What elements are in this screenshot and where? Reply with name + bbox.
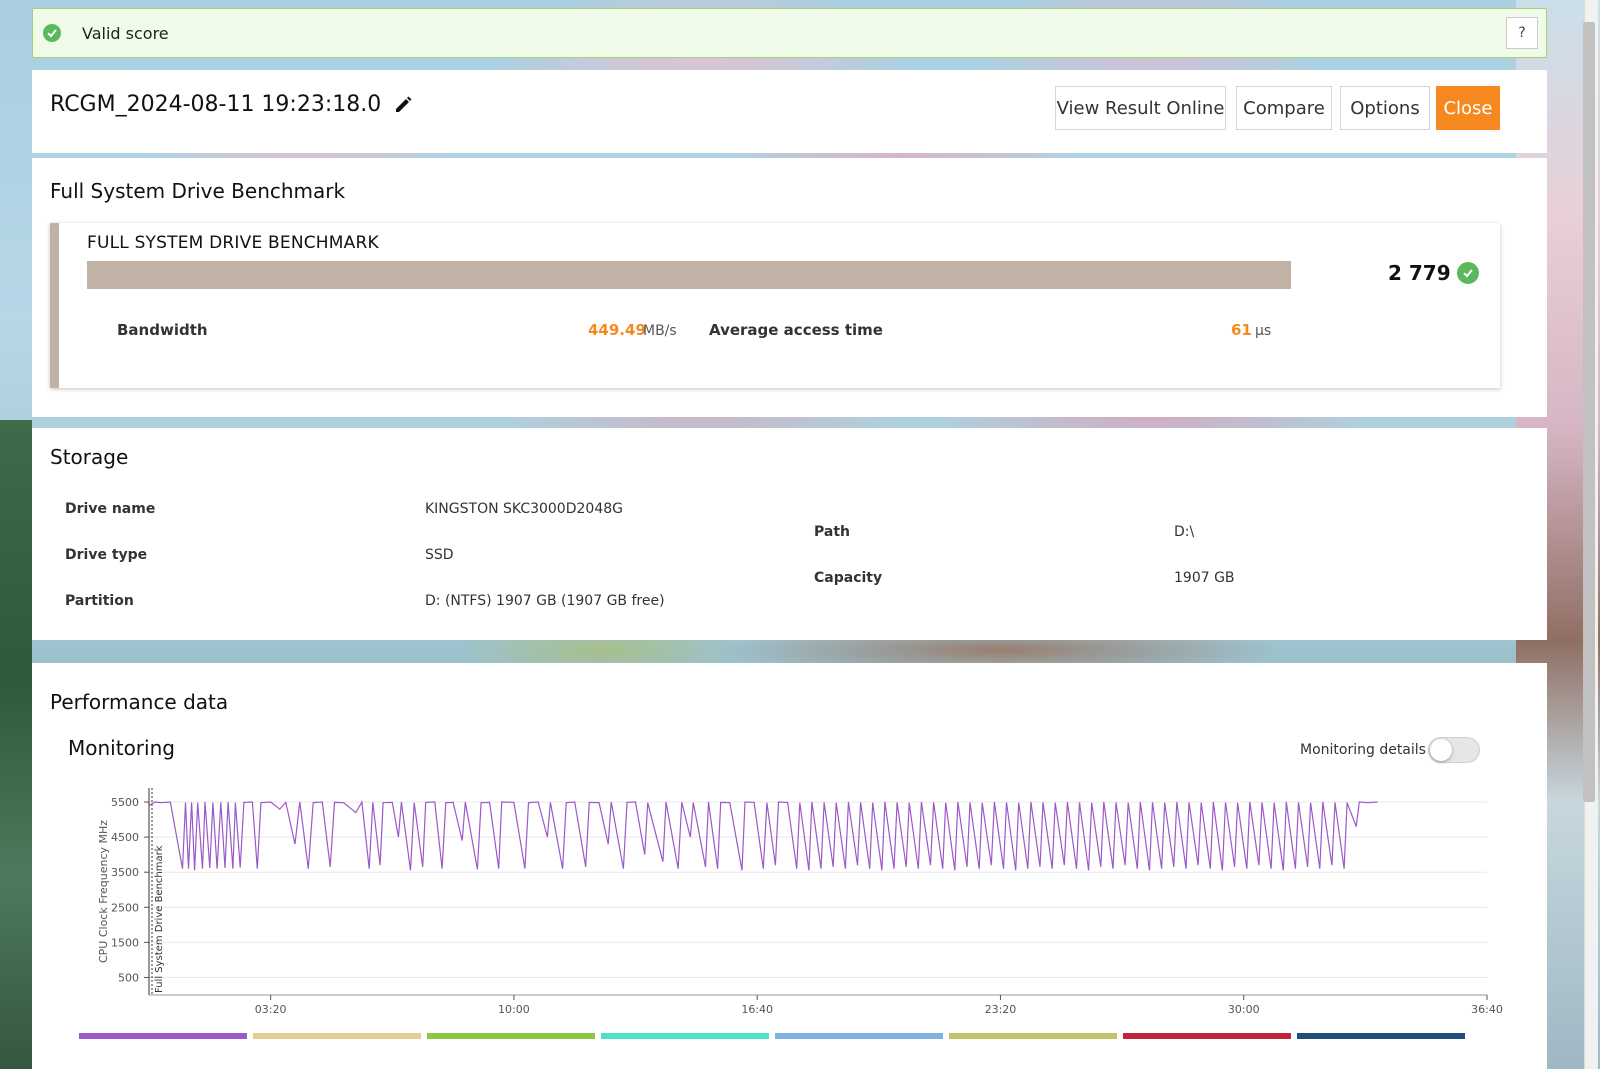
result-title: RCGM_2024-08-11 19:23:18.0 (50, 92, 382, 117)
x-tick-label: 30:00 (1228, 1003, 1260, 1016)
view-result-online-button[interactable]: View Result Online (1055, 86, 1226, 130)
y-tick-label: 1500 (111, 936, 139, 949)
legend-color-strip[interactable] (1297, 1033, 1465, 1039)
benchmark-card: FULL SYSTEM DRIVE BENCHMARK 2 779 Bandwi… (50, 223, 1500, 388)
legend-color-strip[interactable] (601, 1033, 769, 1039)
score-bar (87, 261, 1291, 289)
monitoring-chart: 500 1500 2500 3500 4500 5500 03:20 10:00 16:40 23… (97, 788, 1503, 1016)
access-time-label: Average access time (709, 321, 883, 339)
performance-panel: Performance data Monitoring Monitoring d… (32, 663, 1547, 1069)
legend-color-strip[interactable] (79, 1033, 247, 1039)
capacity-label: Capacity (814, 570, 883, 586)
monitoring-details-toggle[interactable] (1428, 737, 1480, 763)
monitoring-details-label: Monitoring details (1300, 742, 1426, 758)
legend-color-strip[interactable] (949, 1033, 1117, 1039)
benchmark-name: FULL SYSTEM DRIVE BENCHMARK (87, 233, 379, 253)
background-tree (0, 420, 32, 1069)
storage-title: Storage (50, 445, 129, 469)
drive-type-label: Drive type (65, 547, 148, 563)
drive-name-label: Drive name (65, 501, 156, 517)
legend-color-strip[interactable] (1123, 1033, 1291, 1039)
capacity-value: 1907 GB (1174, 570, 1235, 586)
y-tick-label: 3500 (111, 866, 139, 879)
compare-button[interactable]: Compare (1236, 86, 1332, 130)
legend-color-strip[interactable] (253, 1033, 421, 1039)
benchmark-panel: Full System Drive Benchmark FULL SYSTEM … (32, 158, 1547, 417)
edit-pencil-icon[interactable] (393, 95, 413, 115)
check-icon (43, 24, 61, 42)
valid-check-icon (1456, 262, 1479, 284)
path-value: D:\ (1174, 524, 1195, 540)
performance-title: Performance data (50, 690, 229, 714)
result-header: RCGM_2024-08-11 19:23:18.0 View Result O… (32, 70, 1547, 153)
y-axis-label: CPU Clock Frequency MHz (97, 820, 110, 963)
x-tick-label: 16:40 (741, 1003, 773, 1016)
y-tick-label: 500 (118, 971, 139, 984)
cpu-frequency-line (148, 800, 1378, 871)
x-tick-label: 10:00 (498, 1003, 530, 1016)
path-label: Path (814, 524, 850, 540)
scrollbar-thumb[interactable] (1583, 22, 1595, 802)
toggle-knob (1430, 739, 1452, 761)
x-tick-label: 23:20 (985, 1003, 1017, 1016)
access-time-value: 61 (1231, 321, 1252, 339)
access-time-unit: μs (1255, 323, 1272, 339)
x-tick-label: 03:20 (255, 1003, 287, 1016)
benchmark-score: 2 779 (1388, 261, 1451, 285)
bandwidth-label: Bandwidth (117, 321, 208, 339)
valid-score-banner: Valid score ? (32, 8, 1547, 58)
partition-value: D: (NTFS) 1907 GB (1907 GB free) (425, 593, 665, 609)
drive-type-value: SSD (425, 547, 454, 563)
help-button[interactable]: ? (1506, 17, 1538, 49)
valid-score-text: Valid score (82, 23, 169, 43)
benchmark-section-title: Full System Drive Benchmark (50, 179, 346, 203)
benchmark-marker-label: Full System Drive Benchmark (154, 845, 165, 993)
monitoring-title: Monitoring (68, 736, 175, 760)
y-tick-label: 2500 (111, 901, 139, 914)
options-button[interactable]: Options (1340, 86, 1430, 130)
y-tick-label: 4500 (111, 831, 139, 844)
bandwidth-unit: MB/s (643, 323, 677, 339)
page-scrollbar[interactable] (1583, 0, 1598, 1069)
legend-color-strip[interactable] (427, 1033, 595, 1039)
storage-panel: Storage Drive name KINGSTON SKC3000D2048… (32, 428, 1547, 640)
bandwidth-value: 449.49 (588, 321, 646, 339)
drive-name-value: KINGSTON SKC3000D2048G (425, 501, 623, 517)
x-tick-label: 36:40 (1471, 1003, 1503, 1016)
y-tick-label: 5500 (111, 796, 139, 809)
legend-color-strip[interactable] (775, 1033, 943, 1039)
partition-label: Partition (65, 593, 134, 609)
close-button[interactable]: Close (1436, 86, 1500, 130)
